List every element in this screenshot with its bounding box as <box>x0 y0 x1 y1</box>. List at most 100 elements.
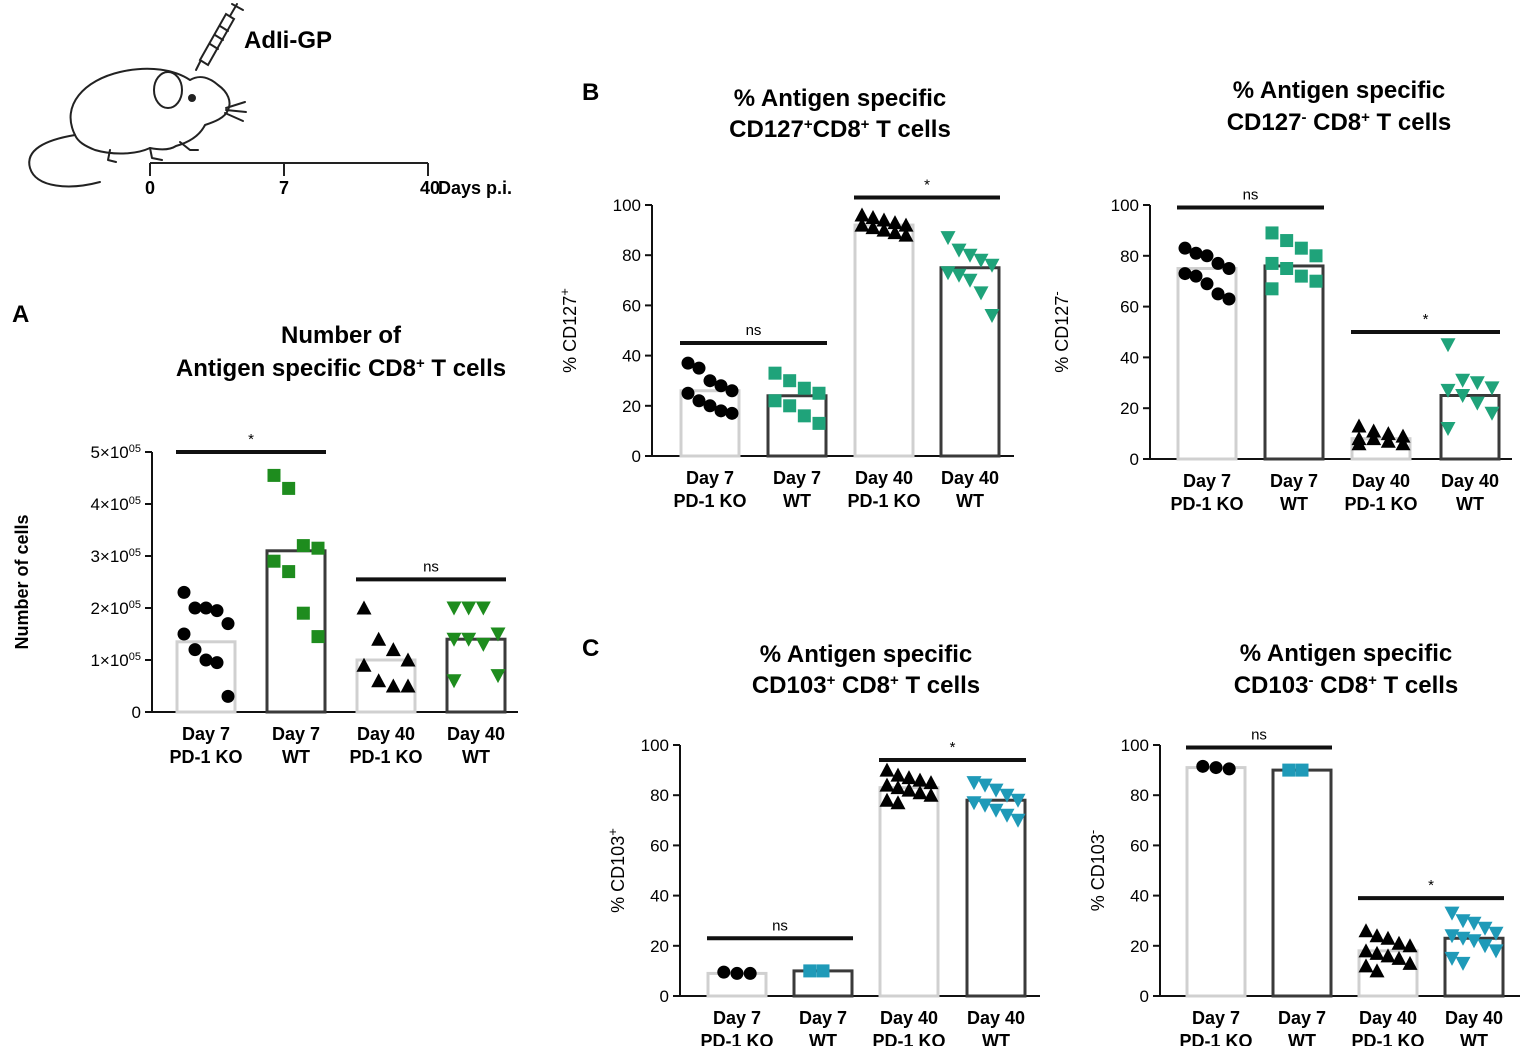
data-point <box>1265 256 1279 270</box>
data-point <box>890 780 906 795</box>
chart-title-line-1: % Antigen specific <box>760 641 972 668</box>
data-point <box>1484 381 1500 396</box>
data-point <box>282 481 296 495</box>
data-point <box>717 965 731 979</box>
y-tick-label: 20 <box>1130 937 1149 956</box>
bar <box>1185 766 1247 998</box>
data-point <box>267 554 281 568</box>
y-axis-label: % CD127+ <box>557 288 581 373</box>
x-tick-label: Day 7 <box>713 1008 761 1028</box>
bar <box>1350 437 1412 461</box>
data-point <box>1469 396 1485 411</box>
data-point <box>400 678 416 693</box>
y-tick-label: 0 <box>132 703 141 722</box>
data-point <box>1351 436 1367 451</box>
data-point <box>803 964 817 978</box>
data-point <box>475 601 491 616</box>
x-tick-label: Day 7 <box>686 468 734 488</box>
y-tick-label: 1×1005 <box>90 651 141 670</box>
data-point <box>267 468 281 482</box>
x-tick-label: Day 40 <box>1352 471 1410 491</box>
y-tick-label: 0 <box>632 447 641 466</box>
data-point <box>812 416 826 430</box>
data-point <box>199 601 213 615</box>
x-tick-label: WT <box>1460 1031 1488 1046</box>
bar <box>853 223 915 458</box>
data-point <box>311 630 325 644</box>
data-point <box>768 366 782 380</box>
injection-label: AdIi-GP <box>244 27 332 54</box>
data-point <box>1309 274 1323 288</box>
data-point <box>1391 935 1407 950</box>
data-point <box>1209 761 1223 775</box>
significance-label: * <box>1428 877 1434 894</box>
y-axis-label: % CD127- <box>1049 291 1073 372</box>
panel-label-b: B <box>582 79 599 106</box>
data-point <box>1380 948 1396 963</box>
y-tick-label: 100 <box>1121 736 1149 755</box>
data-point <box>1455 914 1471 929</box>
data-point <box>887 215 903 230</box>
y-tick-label: 0 <box>1130 450 1139 469</box>
data-point <box>221 689 235 703</box>
data-point <box>1010 793 1026 808</box>
data-point <box>1351 418 1367 433</box>
y-tick-label: 40 <box>1120 348 1139 367</box>
data-point <box>890 767 906 782</box>
data-point <box>296 539 310 553</box>
y-tick-label: 80 <box>1130 786 1149 805</box>
data-point <box>797 381 811 395</box>
data-point <box>1358 923 1374 938</box>
chart-b-left: % Antigen specific CD127+CD8+ T cells 0 20 4… <box>557 85 1014 511</box>
data-point <box>1440 422 1456 437</box>
x-tick-label: Day 40 <box>855 468 913 488</box>
chart-title-line-2: CD127- CD8+ T cells <box>1227 109 1452 137</box>
data-point <box>1477 939 1493 954</box>
data-point <box>797 409 811 423</box>
y-axis-label: % CD103- <box>1085 830 1109 911</box>
x-tick-label: WT <box>1456 494 1484 514</box>
x-tick-label: PD-1 KO <box>700 1031 773 1046</box>
data-point <box>1295 763 1309 777</box>
y-tick-label: 2×1005 <box>90 599 141 618</box>
data-point <box>1280 262 1294 275</box>
chart-b-right: % Antigen specific CD127- CD8+ T cells 0 20… <box>1049 77 1512 514</box>
data-point <box>446 601 462 616</box>
data-point <box>1358 958 1374 973</box>
data-point <box>1369 963 1385 978</box>
x-tick-label: WT <box>462 747 490 767</box>
data-point <box>783 374 797 388</box>
data-point <box>1469 376 1485 391</box>
data-point <box>898 227 914 242</box>
data-point <box>1294 269 1308 283</box>
chart-title-line-2: CD127+CD8+ T cells <box>729 116 951 144</box>
y-tick-label: 5×1005 <box>90 443 141 462</box>
data-point <box>1395 428 1411 443</box>
data-point <box>1477 921 1493 936</box>
data-point <box>854 217 870 232</box>
data-point <box>1196 759 1210 773</box>
data-point <box>1358 943 1374 958</box>
x-tick-label: Day 40 <box>941 468 999 488</box>
y-tick-label: 20 <box>622 397 641 416</box>
x-tick-label: WT <box>1288 1031 1316 1046</box>
x-tick-label: Day 40 <box>447 724 505 744</box>
data-point <box>1488 926 1504 941</box>
data-point <box>1189 269 1203 283</box>
data-point <box>1444 929 1460 944</box>
data-point <box>188 643 202 657</box>
data-point <box>768 394 782 408</box>
data-point <box>475 637 491 652</box>
data-point <box>890 795 906 810</box>
data-point <box>311 541 325 555</box>
data-point <box>385 642 401 657</box>
data-point <box>1455 931 1471 946</box>
data-point <box>940 231 956 246</box>
data-point <box>901 782 917 797</box>
significance-label: ns <box>772 917 788 934</box>
chart-c-right: % Antigen specific CD103- CD8+ T cells 0 20… <box>1085 640 1520 1046</box>
data-point <box>1484 406 1500 421</box>
data-point <box>490 669 506 684</box>
x-tick-label: Day 40 <box>880 1008 938 1028</box>
